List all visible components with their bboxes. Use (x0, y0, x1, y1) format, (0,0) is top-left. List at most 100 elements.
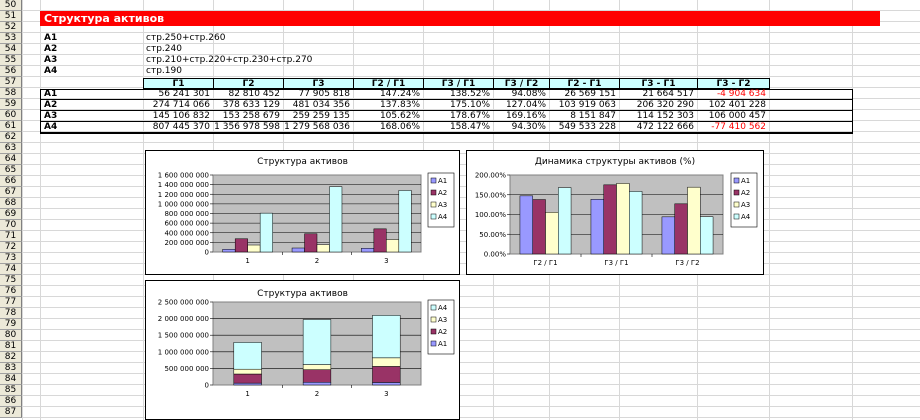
table-cell[interactable]: 206 320 290 (636, 100, 694, 110)
row-header[interactable]: 77 (0, 297, 22, 308)
row-header[interactable]: 51 (0, 11, 22, 22)
row-header[interactable]: 54 (0, 44, 22, 55)
table-cell[interactable]: 94.30% (511, 122, 546, 132)
table-cell[interactable]: -77 410 562 (711, 122, 766, 132)
definition-label[interactable]: А2 (44, 44, 58, 54)
row-header[interactable]: 71 (0, 231, 22, 242)
column-header[interactable]: Г1 (143, 78, 214, 89)
chart-asset-structure-stacked[interactable]: Структура активов 0 500 000 000 1 000 000 … (145, 280, 460, 420)
row-label[interactable]: А3 (44, 111, 58, 121)
chart-asset-dynamics[interactable]: Динамика структуры активов (%) 0.00% 50.0… (466, 150, 764, 275)
row-header[interactable]: 86 (0, 396, 22, 407)
table-cell[interactable]: 26 569 151 (564, 89, 616, 99)
row-header[interactable]: 74 (0, 264, 22, 275)
column-header[interactable]: Г2 (213, 78, 284, 89)
grid-row[interactable] (22, 0, 920, 11)
column-header[interactable]: Г3 - Г1 (619, 78, 698, 89)
row-header[interactable]: 76 (0, 286, 22, 297)
row-header[interactable]: 55 (0, 55, 22, 66)
table-cell[interactable]: 137.83% (379, 100, 420, 110)
column-header[interactable]: Г3 - Г2 (697, 78, 770, 89)
table-cell[interactable]: 147.24% (379, 89, 420, 99)
row-header[interactable]: 78 (0, 308, 22, 319)
grid-row[interactable] (22, 363, 920, 374)
grid-row[interactable] (22, 99, 920, 110)
row-header[interactable]: 82 (0, 352, 22, 363)
table-cell[interactable]: 481 034 356 (292, 100, 350, 110)
grid-row[interactable] (22, 132, 920, 143)
table-cell[interactable]: 21 664 517 (642, 89, 694, 99)
row-header[interactable]: 64 (0, 154, 22, 165)
row-header[interactable]: 83 (0, 363, 22, 374)
definition-label[interactable]: А4 (44, 66, 58, 76)
grid-row[interactable] (22, 286, 920, 297)
row-header[interactable]: 80 (0, 330, 22, 341)
grid-row[interactable] (22, 121, 920, 132)
table-cell[interactable]: 77 905 818 (298, 89, 350, 99)
grid-row[interactable] (22, 308, 920, 319)
grid-row[interactable] (22, 374, 920, 385)
grid-row[interactable] (22, 319, 920, 330)
row-header[interactable]: 75 (0, 275, 22, 286)
grid-row[interactable] (22, 385, 920, 396)
table-cell[interactable]: 82 810 452 (228, 89, 280, 99)
grid-row[interactable] (22, 407, 920, 418)
table-cell[interactable]: 94.08% (511, 89, 546, 99)
definition-formula[interactable]: стр.240 (146, 44, 182, 54)
sheet-title[interactable]: Структура активов (40, 11, 880, 26)
table-cell[interactable]: 102 401 228 (708, 100, 766, 110)
table-cell[interactable]: 175.10% (449, 100, 490, 110)
definition-formula[interactable]: стр.210+стр.220+стр.230+стр.270 (146, 55, 313, 65)
definition-formula[interactable]: стр.250+стр.260 (146, 33, 226, 43)
table-cell[interactable]: 168.06% (379, 122, 420, 132)
row-label[interactable]: А1 (44, 89, 58, 99)
grid-row[interactable] (22, 297, 920, 308)
row-header[interactable]: 68 (0, 198, 22, 209)
row-header[interactable]: 52 (0, 22, 22, 33)
row-header[interactable]: 53 (0, 33, 22, 44)
grid-row[interactable] (22, 55, 920, 66)
row-header[interactable]: 59 (0, 99, 22, 110)
table-cell[interactable]: 114 152 303 (636, 111, 694, 121)
table-cell[interactable]: 169.16% (505, 111, 546, 121)
row-header[interactable]: 61 (0, 121, 22, 132)
chart-asset-structure[interactable]: Структура активов 0 200 000 000 400 000 00… (145, 150, 460, 275)
row-header[interactable]: 60 (0, 110, 22, 121)
row-header[interactable]: 56 (0, 66, 22, 77)
table-cell[interactable]: 549 533 228 (558, 122, 616, 132)
column-header[interactable]: Г2 / Г1 (353, 78, 424, 89)
table-cell[interactable]: 1 356 978 598 (214, 122, 280, 132)
row-header[interactable]: 87 (0, 407, 22, 418)
row-header[interactable]: 63 (0, 143, 22, 154)
row-label[interactable]: А4 (44, 122, 58, 132)
grid-row[interactable] (22, 275, 920, 286)
table-cell[interactable]: 259 259 135 (292, 111, 350, 121)
column-header[interactable]: Г2 - Г1 (549, 78, 620, 89)
table-cell[interactable]: 1 279 568 036 (284, 122, 350, 132)
row-header[interactable]: 62 (0, 132, 22, 143)
row-header[interactable]: 72 (0, 242, 22, 253)
row-header[interactable]: 50 (0, 0, 22, 11)
table-cell[interactable]: 105.62% (379, 111, 420, 121)
row-header[interactable]: 85 (0, 385, 22, 396)
grid-row[interactable] (22, 352, 920, 363)
row-header[interactable]: 57 (0, 77, 22, 88)
row-header[interactable]: 67 (0, 187, 22, 198)
table-cell[interactable]: 127.04% (505, 100, 546, 110)
table-cell[interactable]: 178.67% (449, 111, 490, 121)
column-header[interactable]: Г3 / Г1 (423, 78, 494, 89)
table-cell[interactable]: -4 904 634 (716, 89, 766, 99)
row-header[interactable]: 65 (0, 165, 22, 176)
row-header[interactable]: 79 (0, 319, 22, 330)
table-cell[interactable]: 472 122 666 (636, 122, 694, 132)
grid-row[interactable] (22, 66, 920, 77)
grid-row[interactable] (22, 110, 920, 121)
table-cell[interactable]: 807 445 370 (152, 122, 210, 132)
row-header[interactable]: 70 (0, 220, 22, 231)
grid-row[interactable] (22, 22, 920, 33)
column-header[interactable]: Г3 / Г2 (493, 78, 550, 89)
definition-formula[interactable]: стр.190 (146, 66, 182, 76)
row-header[interactable]: 69 (0, 209, 22, 220)
table-cell[interactable]: 274 714 066 (152, 100, 210, 110)
